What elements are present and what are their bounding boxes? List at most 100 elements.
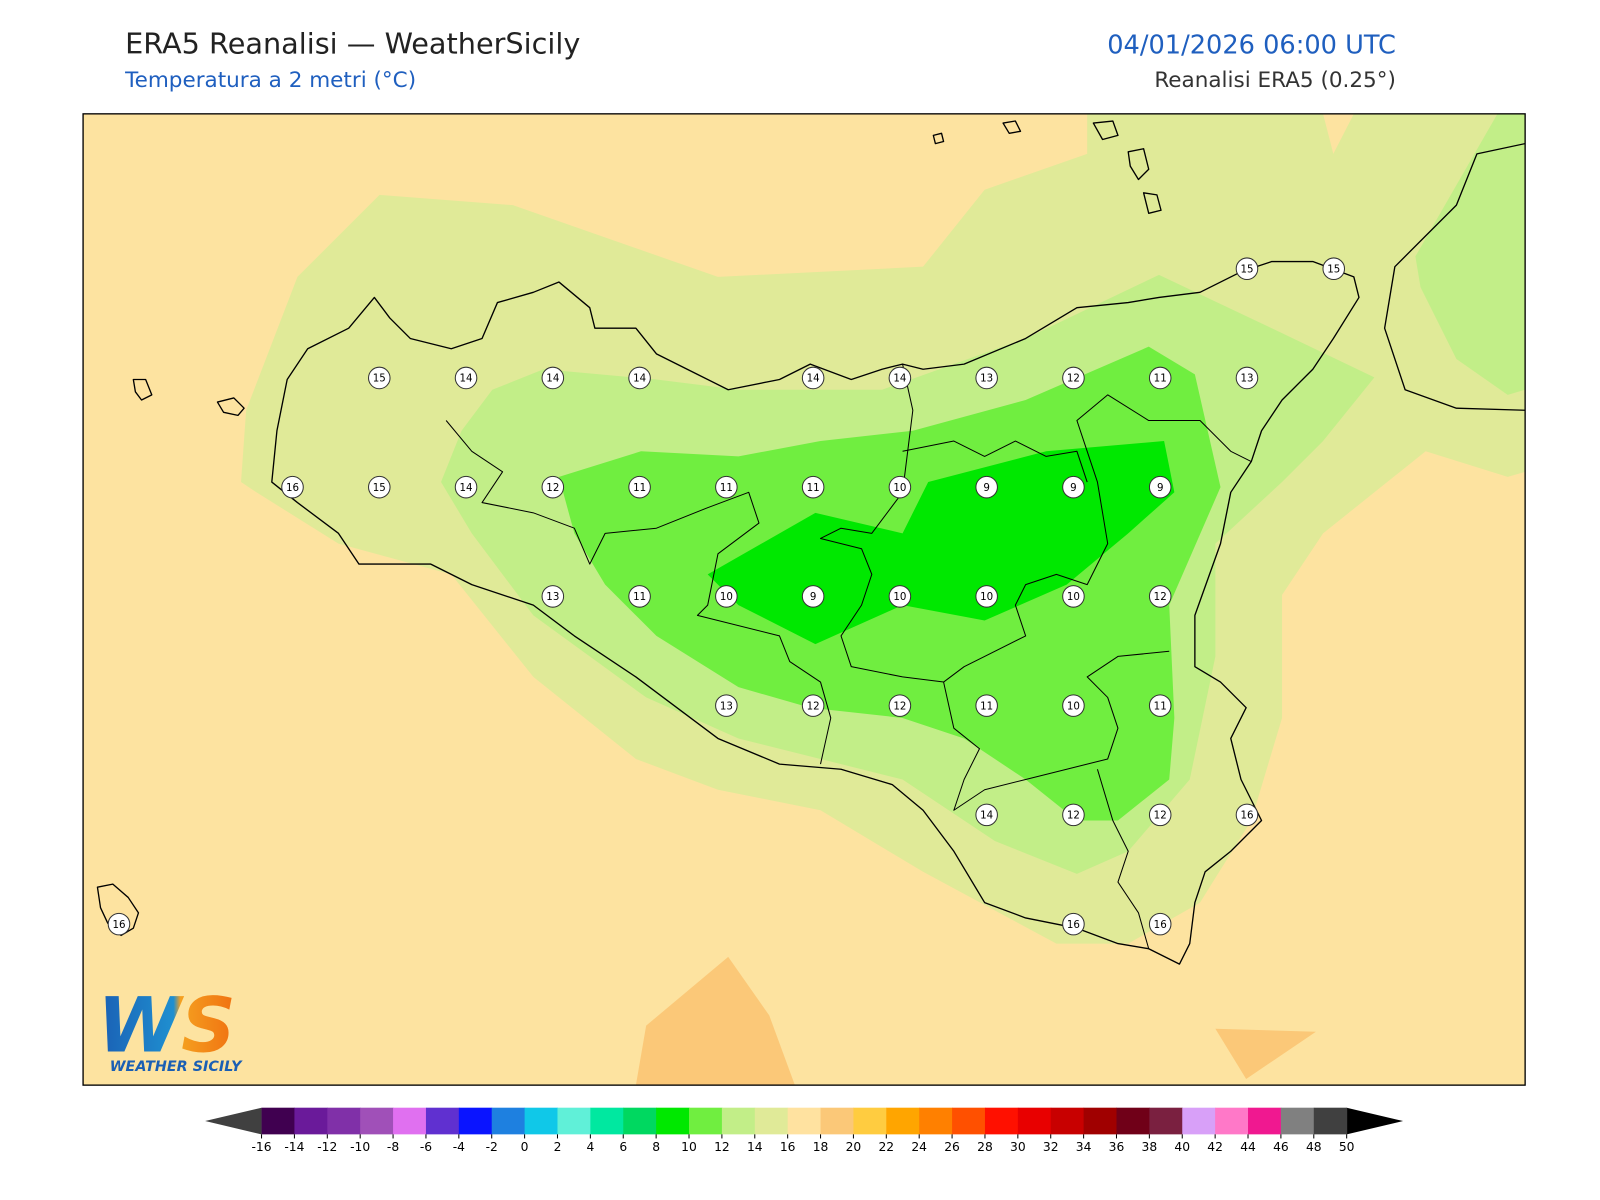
colorbar-bin (721, 1107, 756, 1135)
station-marker (975, 803, 998, 827)
province-boundary (902, 440, 1088, 483)
colorbar-bin (919, 1107, 953, 1135)
colorbar-tick-label: 26 (944, 1140, 960, 1154)
station-value: 11 (1154, 700, 1167, 712)
station-marker (975, 366, 998, 390)
colorbar-tick-label: 28 (977, 1140, 993, 1154)
title: ERA5 Reanalisi — WeatherSicily (125, 26, 580, 60)
station-value: 16 (286, 482, 299, 494)
colorbar-tick-label: 22 (878, 1140, 894, 1154)
colorbar-bin (1050, 1107, 1085, 1135)
station-value: 9 (1157, 482, 1164, 494)
station-value: 9 (810, 591, 817, 603)
province-boundary (1096, 769, 1150, 949)
station-value: 16 (1240, 810, 1253, 822)
station-marker (1148, 912, 1172, 936)
station-marker (367, 475, 391, 499)
station-value: 11 (1154, 373, 1167, 385)
station-value: 14 (980, 810, 993, 822)
station-marker (801, 475, 825, 499)
station-value: 13 (1240, 373, 1253, 385)
station-marker (1062, 475, 1085, 499)
colorbar-tick-label: 30 (1010, 1140, 1026, 1154)
colorbar-bin (557, 1107, 591, 1135)
datetime: 04/01/2026 06:00 UTC (1107, 30, 1396, 60)
colorbar-bin (820, 1107, 854, 1135)
station-value: 15 (373, 373, 386, 385)
station-marker (1062, 912, 1085, 936)
island (1002, 120, 1022, 134)
station-marker (1148, 803, 1172, 827)
colorbar-tick-label: 0 (521, 1140, 529, 1154)
colorbar-tick-label: -6 (420, 1140, 432, 1154)
station-marker (801, 585, 825, 608)
station-value: 10 (720, 591, 733, 603)
station-marker (107, 912, 131, 936)
colorbar-tick-label: 2 (554, 1140, 562, 1154)
station-marker (888, 475, 912, 499)
station-marker (975, 475, 998, 499)
station-value: 14 (807, 373, 820, 385)
station-marker (888, 694, 912, 717)
colorbar-under (205, 1107, 262, 1135)
station-marker (454, 475, 478, 499)
island (132, 378, 153, 401)
colorbar-tick-label: 6 (619, 1140, 627, 1154)
colorbar-bin (261, 1107, 295, 1135)
station-marker (541, 475, 565, 499)
subtitle: Temperatura a 2 metri (°C) (124, 68, 416, 93)
colorbar-bin (787, 1107, 822, 1135)
logo: WS WEATHER SICILY (97, 981, 243, 1074)
station-marker (715, 694, 738, 717)
station-value: 9 (983, 482, 990, 494)
colorbar-tick-label: 34 (1076, 1140, 1092, 1154)
logo-initials: WS (97, 981, 235, 1069)
calabria-coastline (1383, 142, 1526, 411)
contour-18 (635, 956, 795, 1086)
colorbar: -16 -14 -12 -10 -8 -6 -4 -2 0 2 4 6 8 10 12 14 16 18 20 22 2… (205, 1107, 1404, 1154)
station-marker (715, 585, 738, 608)
station-marker (888, 585, 912, 608)
colorbar-bin (491, 1107, 526, 1135)
station-marker (541, 585, 565, 608)
station-value: 12 (1154, 591, 1167, 603)
colorbar-tick-label: -8 (387, 1140, 399, 1154)
colorbar-bin (425, 1107, 460, 1135)
colorbar-tick-label: 18 (813, 1140, 829, 1154)
colorbar-tick-label: 32 (1043, 1140, 1059, 1154)
station-marker (1062, 585, 1085, 608)
logo-text: WEATHER SICILY (110, 1059, 243, 1075)
station-marker (975, 694, 998, 717)
station-value: 10 (893, 591, 906, 603)
colorbar-bin (1182, 1107, 1216, 1135)
map-frame (82, 113, 1526, 1086)
province-boundary (819, 363, 1252, 683)
station-value: 14 (460, 482, 473, 494)
colorbar-bin (524, 1107, 558, 1135)
sicily-coastline (271, 260, 1360, 965)
station-value: 12 (1067, 810, 1080, 822)
station-value: 10 (1067, 700, 1080, 712)
colorbar-bin (886, 1107, 920, 1135)
island (1127, 148, 1150, 181)
island (932, 132, 945, 145)
station-value: 15 (373, 482, 386, 494)
station-marker (454, 366, 478, 390)
colorbar-bin (1313, 1107, 1348, 1135)
station-value: 16 (112, 919, 125, 931)
colorbar-bin (952, 1107, 986, 1135)
station-marker (801, 366, 825, 390)
station-marker (1235, 803, 1259, 827)
station-value: 13 (980, 373, 993, 385)
colorbar-tick-label: -16 (251, 1140, 271, 1154)
station-value: 15 (1327, 263, 1340, 275)
station-value: 11 (720, 482, 733, 494)
colorbar-bin (1116, 1107, 1150, 1135)
station-value: 10 (1067, 591, 1080, 603)
colorbar-tick-label: 38 (1142, 1140, 1158, 1154)
colorbar-bin (1017, 1107, 1052, 1135)
island (1092, 120, 1119, 141)
station-marker (367, 366, 391, 390)
colorbar-tick-label: 48 (1306, 1140, 1322, 1154)
